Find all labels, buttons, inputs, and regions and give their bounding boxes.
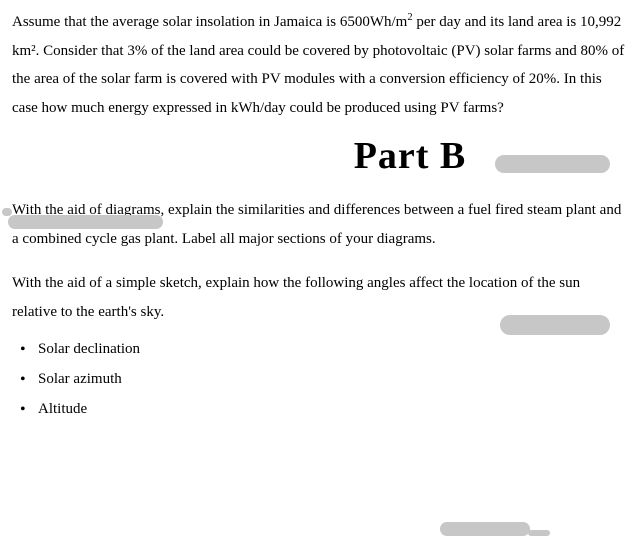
part-a-question: Assume that the average solar insolation… [12, 8, 628, 122]
list-item: Solar azimuth [20, 364, 628, 394]
list-item: Altitude [20, 394, 628, 424]
redaction-mark-4b [528, 530, 550, 536]
list-item: Solar declination [20, 334, 628, 364]
angle-bullet-list: Solar declination Solar azimuth Altitude [12, 334, 628, 424]
redaction-mark-4 [440, 522, 530, 536]
redaction-mark-3 [500, 315, 610, 335]
redaction-mark-2b [2, 208, 12, 216]
redaction-mark-1 [495, 155, 610, 173]
redaction-mark-2 [8, 215, 163, 229]
